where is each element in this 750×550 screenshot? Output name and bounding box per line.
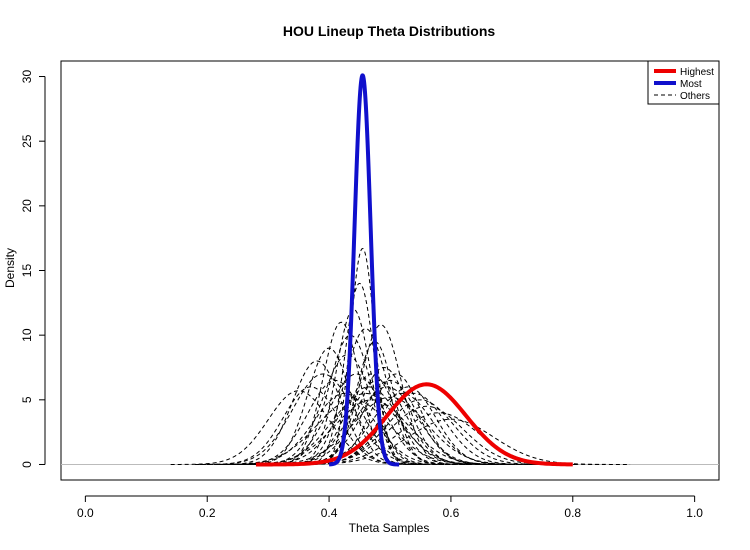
y-tick-label: 30: [20, 70, 34, 84]
others-curve: [170, 390, 427, 465]
others-curve: [311, 247, 414, 465]
others-curve: [224, 392, 507, 465]
y-tick-label: 5: [20, 396, 34, 403]
y-tick-label: 20: [20, 199, 34, 213]
legend: Highest Most Others: [647, 60, 720, 105]
y-tick-label: 25: [20, 134, 34, 148]
others-curve: [281, 366, 487, 465]
legend-label-most: Most: [680, 79, 702, 90]
others-curve: [264, 321, 419, 465]
y-tick-label: 0: [20, 461, 34, 468]
y-axis: 0 5 10 15 20 25 30: [20, 70, 46, 468]
others-curve: [279, 399, 562, 465]
others-curve: [298, 341, 452, 465]
x-axis-label: Theta Samples: [349, 521, 430, 535]
x-tick-label: 0.2: [199, 506, 216, 520]
others-curve: [195, 386, 426, 465]
y-tick-label: 10: [20, 328, 34, 342]
legend-label-others: Others: [680, 91, 710, 102]
highest-curve: [255, 382, 573, 467]
others-curve: [195, 373, 451, 465]
y-axis-label: Density: [3, 248, 17, 288]
others-curve: [269, 373, 475, 465]
y-tick-label: 15: [20, 264, 34, 278]
plot-frame: [60, 60, 720, 481]
x-tick-label: 0.4: [321, 506, 338, 520]
others-curve: [281, 308, 426, 465]
x-tick-label: 1.0: [686, 506, 703, 520]
x-tick-label: 0.0: [77, 506, 94, 520]
legend-label-highest: Highest: [680, 67, 714, 78]
chart-title: HOU Lineup Theta Distributions: [283, 23, 496, 39]
x-axis: 0.0 0.2 0.4 0.6 0.8 1.0: [77, 495, 703, 520]
curves-layer: [61, 73, 719, 467]
x-tick-label: 0.8: [564, 506, 581, 520]
x-tick-label: 0.6: [443, 506, 460, 520]
others-curve: [199, 399, 507, 465]
most-curve: [327, 73, 401, 467]
others-curve: [293, 373, 499, 465]
others-curve: [214, 360, 420, 465]
